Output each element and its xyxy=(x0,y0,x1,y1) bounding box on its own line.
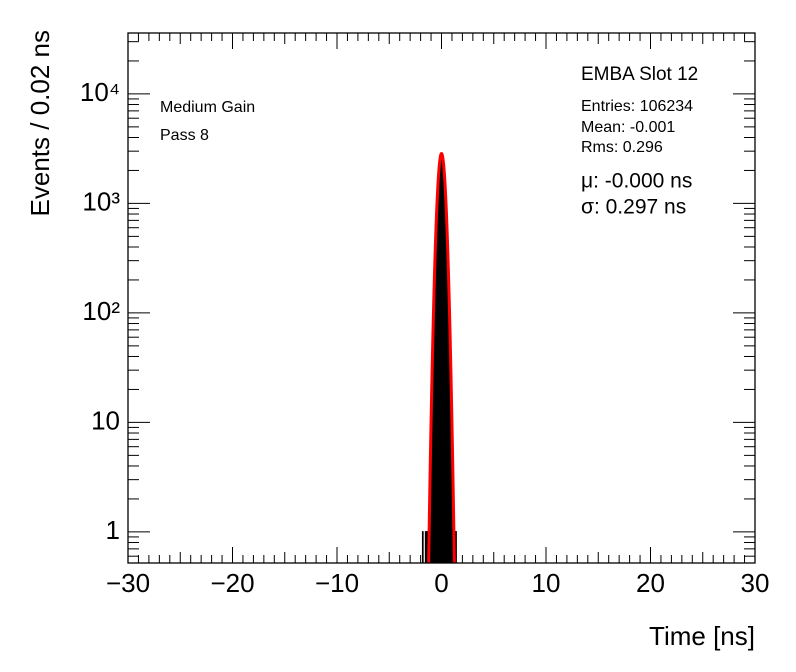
x-tick-label: −10 xyxy=(315,568,359,598)
annotation: Medium Gain xyxy=(160,99,255,116)
stats-entry: Rms: 0.296 xyxy=(581,139,663,156)
y-tick-label: 10³ xyxy=(82,186,120,216)
fit-curve xyxy=(427,152,456,563)
x-tick-label: 30 xyxy=(741,568,770,598)
fit-sigma: σ: 0.297 ns xyxy=(581,196,686,219)
y-tick-label: 10 xyxy=(91,405,120,435)
stats-entry: Entries: 106234 xyxy=(581,98,693,115)
plot-area xyxy=(421,152,457,563)
y-tick-label: 10² xyxy=(82,296,120,326)
stats-entry: Mean: -0.001 xyxy=(581,119,675,136)
y-axis-title: Events / 0.02 ns xyxy=(25,30,55,216)
x-tick-label: 10 xyxy=(532,568,561,598)
x-axis-title: Time [ns] xyxy=(649,621,755,651)
stats-title: EMBA Slot 12 xyxy=(581,64,698,85)
fit-mean: μ: -0.000 ns xyxy=(581,170,692,193)
x-tick-label: 0 xyxy=(434,568,448,598)
x-tick-label: −20 xyxy=(210,568,254,598)
x-tick-label: −30 xyxy=(106,568,150,598)
y-tick-label: 1 xyxy=(106,515,120,545)
y-tick-label: 10⁴ xyxy=(80,77,120,107)
x-tick-label: 20 xyxy=(636,568,665,598)
annotation: Pass 8 xyxy=(160,127,209,144)
